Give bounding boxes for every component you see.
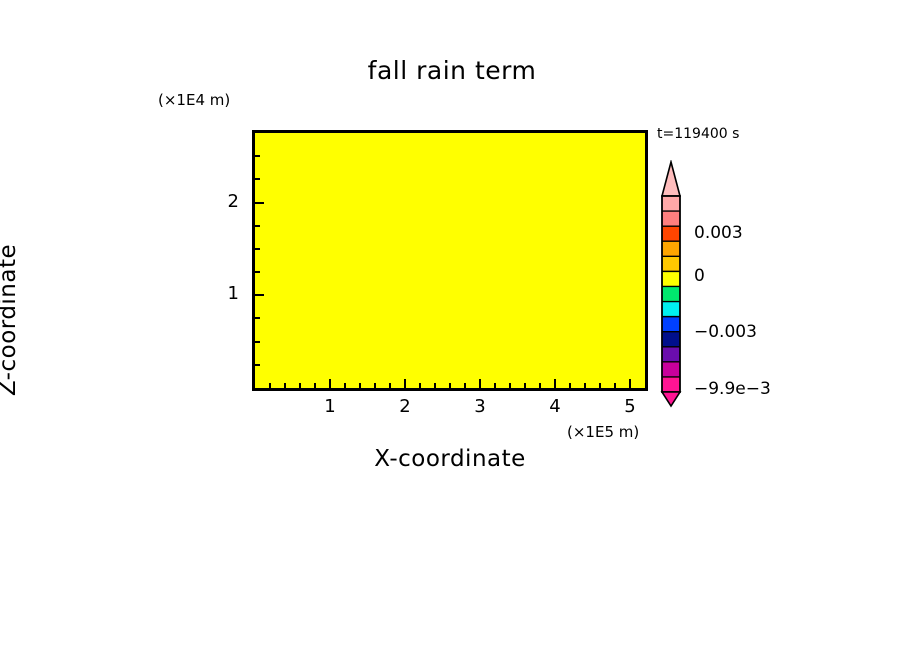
x-minor-tick xyxy=(569,383,571,388)
colorbar-band xyxy=(662,301,680,318)
y-minor-tick xyxy=(255,340,260,343)
x-minor-tick xyxy=(464,383,466,388)
colorbar-band xyxy=(662,241,680,257)
colorbar-band xyxy=(662,256,680,272)
x-axis-title: X-coordinate xyxy=(374,446,526,472)
y-axis-unit-label: (×1E4 m) xyxy=(158,91,231,109)
heatmap-field xyxy=(255,133,645,388)
x-minor-tick xyxy=(419,383,421,388)
y-minor-tick xyxy=(255,178,260,181)
x-tick-label: 2 xyxy=(399,396,411,417)
x-minor-tick xyxy=(284,383,286,388)
y-tick-label: 1 xyxy=(227,283,239,305)
y-minor-tick xyxy=(255,271,260,274)
x-minor-tick xyxy=(314,383,316,388)
colorbar-tick-label: −0.003 xyxy=(694,322,757,343)
x-minor-tick xyxy=(539,383,541,388)
x-minor-tick xyxy=(599,383,601,388)
colorbar-tick-label: −9.9e−3 xyxy=(694,379,771,399)
colorbar-top-arrow xyxy=(660,160,682,197)
x-minor-tick xyxy=(344,383,346,388)
colorbar-band xyxy=(662,271,680,287)
x-minor-tick xyxy=(449,383,451,388)
colorbar-tick-label: 0 xyxy=(694,266,705,287)
x-minor-tick xyxy=(269,383,271,388)
x-major-tick xyxy=(329,379,331,388)
x-tick-label: 4 xyxy=(549,396,561,417)
x-minor-tick xyxy=(614,383,616,388)
colorbar xyxy=(660,160,686,408)
colorbar-band xyxy=(662,226,680,242)
x-minor-tick xyxy=(299,383,301,388)
y-tick-label: 2 xyxy=(227,190,239,212)
x-minor-tick xyxy=(359,383,361,388)
x-minor-tick xyxy=(434,383,436,388)
colorbar-band xyxy=(662,286,680,302)
x-major-tick xyxy=(554,379,556,388)
colorbar-gradient xyxy=(660,160,682,408)
x-major-tick xyxy=(629,379,631,388)
x-major-tick xyxy=(479,379,481,388)
y-minor-tick xyxy=(255,317,260,320)
colorbar-band xyxy=(662,376,680,393)
time-annotation: t=119400 s xyxy=(657,126,740,142)
y-minor-tick xyxy=(255,155,260,158)
colorbar-band xyxy=(662,361,680,378)
colorbar-tick-label: 0.003 xyxy=(694,222,743,243)
x-minor-tick xyxy=(374,383,376,388)
y-minor-tick xyxy=(255,224,260,227)
y-axis-title: Z-coordinate xyxy=(0,243,21,397)
page-title: fall rain term xyxy=(367,56,537,85)
x-tick-label: 1 xyxy=(324,396,336,417)
y-minor-tick xyxy=(255,247,260,250)
x-minor-tick xyxy=(584,383,586,388)
colorbar-bottom-arrow xyxy=(660,391,682,408)
y-minor-tick xyxy=(255,363,260,366)
plot-area xyxy=(252,130,648,391)
x-minor-tick xyxy=(389,383,391,388)
colorbar-band xyxy=(662,316,680,333)
x-tick-label: 3 xyxy=(474,396,486,417)
x-major-tick xyxy=(404,379,406,388)
x-tick-label: 5 xyxy=(624,396,636,417)
x-minor-tick xyxy=(524,383,526,388)
x-minor-tick xyxy=(509,383,511,388)
colorbar-band xyxy=(662,211,680,227)
colorbar-band xyxy=(662,346,680,363)
x-minor-tick xyxy=(494,383,496,388)
y-major-tick xyxy=(255,294,264,297)
colorbar-band xyxy=(662,196,680,212)
x-axis-unit-label: (×1E5 m) xyxy=(567,423,640,441)
colorbar-band xyxy=(662,331,680,348)
y-major-tick xyxy=(255,201,264,204)
